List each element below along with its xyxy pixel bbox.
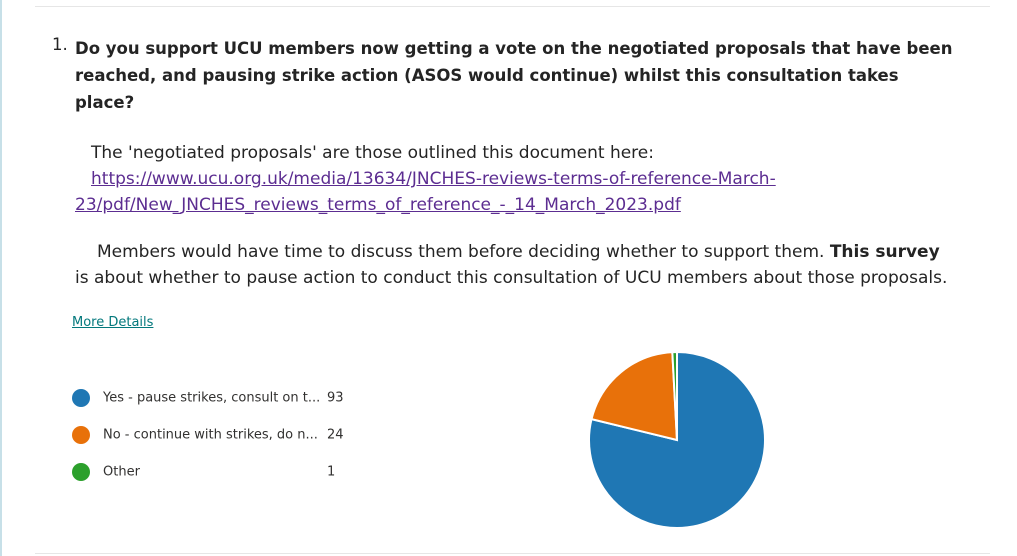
legend-count: 24 bbox=[327, 428, 344, 443]
paragraph: The 'negotiated proposals' are those out… bbox=[75, 140, 955, 218]
document-link[interactable]: https://www.ucu.org.uk/media/13634/JNCHE… bbox=[75, 169, 776, 215]
side-border bbox=[0, 0, 2, 556]
legend-count: 1 bbox=[327, 465, 335, 480]
legend-count: 93 bbox=[327, 391, 344, 406]
question-text: Do you support UCU members now getting a… bbox=[75, 39, 953, 112]
pie-slice bbox=[671, 350, 678, 441]
question-number: 1. bbox=[52, 35, 68, 54]
legend-dot bbox=[72, 426, 90, 444]
paragraph: Members would have time to discuss them … bbox=[75, 239, 955, 291]
description: The 'negotiated proposals' are those out… bbox=[75, 140, 955, 291]
legend-dot bbox=[72, 389, 90, 407]
divider bbox=[35, 553, 990, 554]
text: Members would have time to discuss them … bbox=[97, 242, 825, 262]
legend-label: Other bbox=[103, 465, 141, 480]
legend-label: No - continue with strikes, do n... bbox=[103, 428, 318, 443]
legend-dot bbox=[72, 463, 90, 481]
legend-label: Yes - pause strikes, consult on t... bbox=[102, 391, 320, 406]
more-details-link[interactable]: More Details bbox=[72, 315, 154, 330]
bold-text: This survey bbox=[829, 242, 940, 262]
text: is about whether to pause action to cond… bbox=[75, 268, 948, 288]
divider bbox=[35, 6, 990, 7]
intro: The 'negotiated proposals' are those out… bbox=[91, 143, 654, 163]
pie-slice bbox=[590, 351, 679, 442]
